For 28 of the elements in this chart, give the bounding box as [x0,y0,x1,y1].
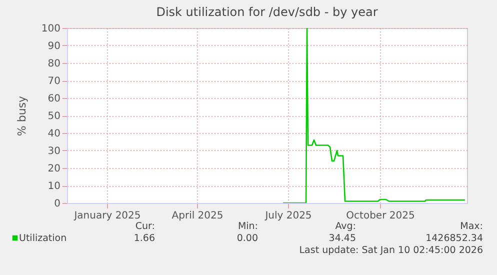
text: Cur: [135,221,155,232]
text: Avg: [335,221,356,232]
line-series [282,28,466,203]
text: Max: [460,221,483,232]
y-tick-label: 100 [41,24,60,34]
text: Min: [238,221,258,232]
text: 0.00 [236,233,258,244]
y-tick-label: 20 [48,164,60,174]
y-tick-label: 30 [48,146,60,157]
y-tick-label: 60 [48,94,60,104]
x-tick-label: January 2025 [73,210,141,222]
y-tick-label: 90 [48,41,60,52]
y-tick-label: 80 [48,58,60,70]
x-tick-label: July 2025 [264,210,312,222]
y-tick-label: 70 [48,76,60,87]
text: 1426852.34 [426,233,483,244]
y-tick-label: 50 [48,111,60,122]
text: 1.66 [134,233,155,244]
y-tick-label: 40 [48,128,60,140]
legend-label: Utilization [19,233,67,244]
y-axis-title: % busy [15,95,28,136]
text: Last update: Sat Jan 10 02:45:00 2026 [299,245,483,256]
y-tick-label: 0 [54,198,60,210]
text: 34.45 [328,233,356,244]
x-tick-label: April 2025 [172,210,224,222]
chart-title: Disk utilization for /dev/sdb - by year [156,5,378,19]
x-tick-label: October 2025 [346,210,415,222]
y-tick-label: 10 [48,181,60,192]
